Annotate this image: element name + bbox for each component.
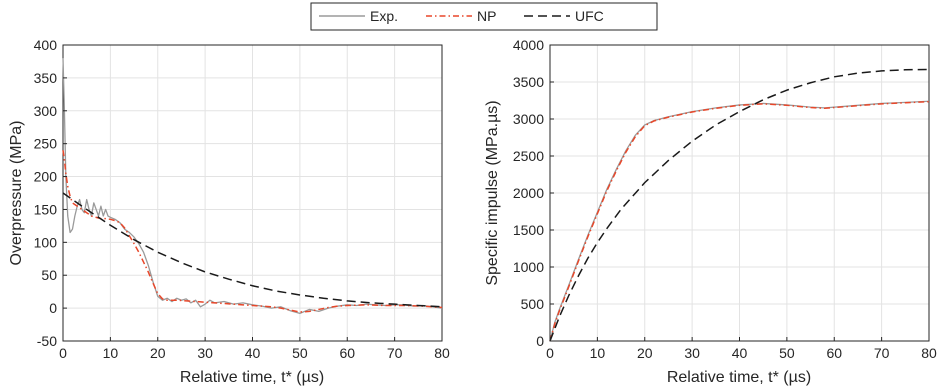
specific-impulse-series-np: [549, 100, 930, 342]
specific-impulse-x-tick-label: 70: [874, 345, 890, 361]
specific-impulse-ticks: 0 10 20 30 40 50 60 70 80 0 500 1000 1500 2000 2500 300…: [513, 37, 937, 361]
overpressure-y-axis-label: Overpressure (MPa): [8, 121, 25, 266]
specific-impulse-x-axis-label: Relative time, t* (µs): [667, 369, 811, 386]
overpressure-x-axis-label: Relative time, t* (µs): [180, 369, 324, 386]
overpressure-y-tick-label: 400: [34, 37, 58, 53]
specific-impulse-y-axis-label: Specific impulse (MPa.µs): [484, 100, 501, 285]
overpressure-y-tick-label: -50: [37, 333, 57, 349]
specific-impulse-y-tick-label: 1000: [513, 259, 544, 275]
specific-impulse-x-tick-label: 50: [779, 345, 795, 361]
specific-impulse-y-tick-label: 3000: [513, 111, 544, 127]
specific-impulse-grid: [549, 44, 930, 342]
specific-impulse-y-tick-label: 4000: [513, 37, 544, 53]
specific-impulse-x-tick-label: 30: [684, 345, 700, 361]
specific-impulse-x-tick-label: 20: [637, 345, 653, 361]
overpressure-y-tick-label: 150: [34, 201, 58, 217]
specific-impulse-series: [549, 68, 930, 342]
legend-label-np: NP: [477, 8, 496, 24]
specific-impulse-y-tick-label: 500: [521, 296, 545, 312]
overpressure-ticks: 0 10 20 30 40 50 60 70 80-5005010015020025030035…: [34, 37, 450, 361]
specific-impulse-y-tick-label: 2000: [513, 185, 544, 201]
overpressure-x-tick-label: 80: [434, 345, 450, 361]
overpressure-x-tick-label: 40: [245, 345, 261, 361]
overpressure-y-tick-label: 50: [41, 267, 57, 283]
overpressure-y-tick-label: 300: [34, 103, 58, 119]
overpressure-plot: 0 10 20 30 40 50 60 70 80-5005010015020025030035…: [8, 37, 450, 386]
specific-impulse-y-tick-label: 0: [536, 333, 544, 349]
specific-impulse-x-tick-label: 40: [732, 345, 748, 361]
overpressure-y-tick-label: 0: [49, 300, 57, 316]
specific-impulse-series-ufc: [549, 68, 930, 342]
legend-entry-np: NP: [426, 8, 496, 24]
specific-impulse-plot: 0 10 20 30 40 50 60 70 80 0 500 1000 1500 2000 2500 300…: [484, 37, 937, 386]
specific-impulse-x-tick-label: 60: [826, 345, 842, 361]
legend-entry-exp: Exp.: [319, 8, 398, 24]
legend-label-exp: Exp.: [370, 8, 398, 24]
overpressure-x-tick-label: 10: [103, 345, 119, 361]
specific-impulse-y-tick-label: 2500: [513, 148, 544, 164]
overpressure-series-ufc: [62, 192, 443, 308]
specific-impulse-x-tick-label: 0: [546, 345, 554, 361]
legend-entry-ufc: UFC: [524, 8, 604, 24]
overpressure-y-tick-label: 350: [34, 70, 58, 86]
overpressure-x-tick-label: 30: [197, 345, 213, 361]
overpressure-series-np: [62, 150, 443, 313]
overpressure-x-tick-label: 0: [59, 345, 67, 361]
overpressure-grid: [62, 44, 443, 342]
overpressure-series: [62, 58, 443, 315]
overpressure-y-tick-label: 100: [34, 234, 58, 250]
overpressure-y-tick-label: 200: [34, 169, 58, 185]
overpressure-y-tick-label: 250: [34, 136, 58, 152]
legend-label-ufc: UFC: [575, 8, 604, 24]
specific-impulse-x-tick-label: 80: [921, 345, 937, 361]
specific-impulse-y-tick-label: 3500: [513, 74, 544, 90]
overpressure-x-tick-label: 60: [339, 345, 355, 361]
specific-impulse-y-tick-label: 1500: [513, 222, 544, 238]
legend-box: [310, 2, 658, 31]
overpressure-x-tick-label: 20: [150, 345, 166, 361]
overpressure-x-tick-label: 70: [387, 345, 403, 361]
specific-impulse-x-tick-label: 10: [590, 345, 606, 361]
overpressure-x-tick-label: 50: [292, 345, 308, 361]
legend: Exp. NP UFC: [310, 2, 658, 31]
